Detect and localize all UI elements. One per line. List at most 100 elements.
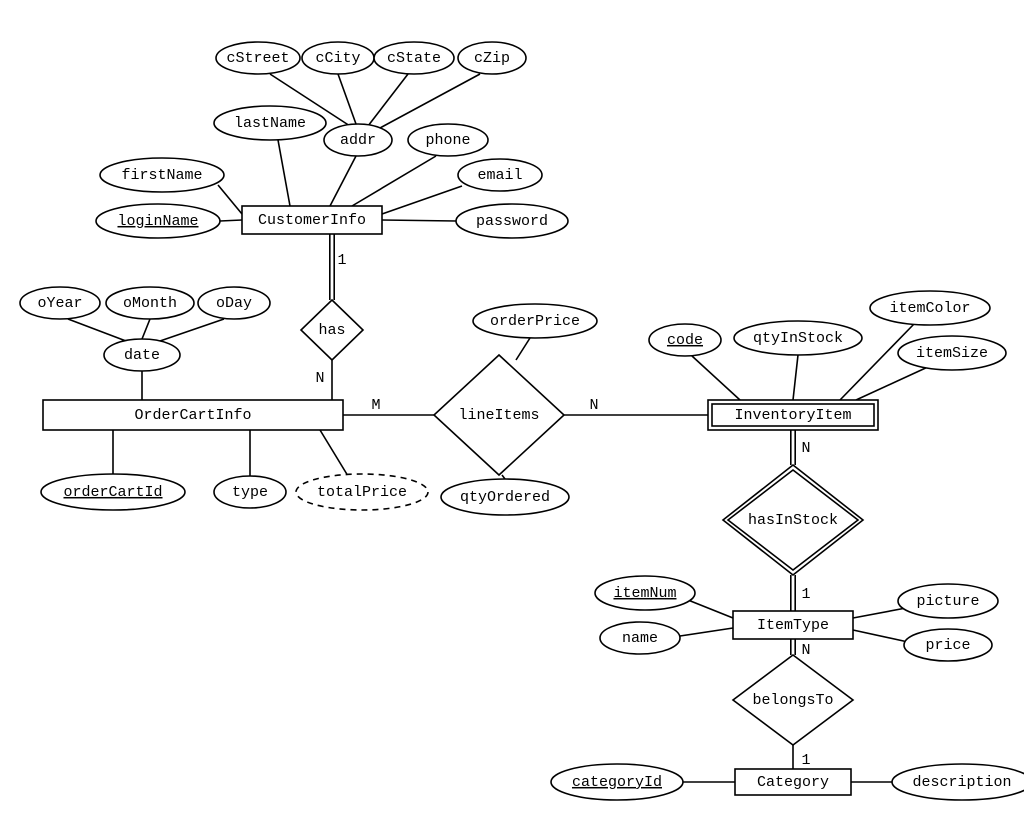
er-diagram: 1 N M N N 1 N 1 cStreet cCity cState cZip lastNamead… bbox=[0, 0, 1024, 816]
rel-label: hasInStock bbox=[748, 512, 838, 529]
edge-CustomerInfo-loginName bbox=[220, 220, 242, 221]
rel-lineItems: lineItems bbox=[434, 355, 564, 475]
attr-label: description bbox=[912, 774, 1011, 791]
attr-label: cStreet bbox=[226, 50, 289, 67]
edge-lineItems-orderPrice bbox=[516, 338, 530, 360]
attr-label: type bbox=[232, 484, 268, 501]
attr-code: code bbox=[649, 324, 721, 356]
edge-CustomerInfo-addr bbox=[330, 156, 356, 206]
attr-label: date bbox=[124, 347, 160, 364]
entity-Category: Category bbox=[735, 769, 851, 795]
attr-label: categoryId bbox=[572, 774, 662, 791]
attr-orderCartId: orderCartId bbox=[41, 474, 185, 510]
edge-OrderCartInfo-totalPrice bbox=[320, 430, 348, 476]
attr-label: orderPrice bbox=[490, 313, 580, 330]
cardinality-label: N bbox=[589, 397, 598, 414]
cardinality-label: N bbox=[801, 642, 810, 659]
attr-label: orderCartId bbox=[63, 484, 162, 501]
attr-email: email bbox=[458, 159, 542, 191]
attr-itemSize: itemSize bbox=[898, 336, 1006, 370]
entity-label: InventoryItem bbox=[734, 407, 851, 424]
edge-InventoryItem-code bbox=[692, 356, 740, 400]
attr-label: qtyInStock bbox=[753, 330, 843, 347]
attr-loginName: loginName bbox=[96, 204, 220, 238]
attr-label: itemSize bbox=[916, 345, 988, 362]
edge-belongsTo-Category: 1 bbox=[793, 745, 811, 769]
edge-CustomerInfo-has: 1 bbox=[330, 234, 347, 300]
entity-InventoryItem: InventoryItem bbox=[708, 400, 878, 430]
attr-password: password bbox=[456, 204, 568, 238]
edge-hasInStock-ItemType: 1 bbox=[791, 575, 811, 611]
attr-label: oYear bbox=[37, 295, 82, 312]
attr-qtyOrdered: qtyOrdered bbox=[441, 479, 569, 515]
edge-date-oYear bbox=[68, 319, 126, 341]
attr-label: itemNum bbox=[613, 585, 676, 602]
rel-hasInStock: hasInStock bbox=[723, 465, 863, 575]
attr-oYear: oYear bbox=[20, 287, 100, 319]
edge-addr-cZip bbox=[380, 74, 480, 128]
attr-type: type bbox=[214, 476, 286, 508]
entity-label: Category bbox=[757, 774, 829, 791]
attr-label: totalPrice bbox=[317, 484, 407, 501]
edge-ItemType-name bbox=[680, 628, 733, 636]
entity-label: CustomerInfo bbox=[258, 212, 366, 229]
attr-cZip: cZip bbox=[458, 42, 526, 74]
attr-label: password bbox=[476, 213, 548, 230]
edge-ItemType-picture bbox=[853, 608, 906, 618]
edge-OrderCartInfo-lineItems: M bbox=[343, 397, 434, 415]
entity-OrderCartInfo: OrderCartInfo bbox=[43, 400, 343, 430]
attr-phone: phone bbox=[408, 124, 488, 156]
attr-label: firstName bbox=[121, 167, 202, 184]
rel-label: belongsTo bbox=[752, 692, 833, 709]
attr-categoryId: categoryId bbox=[551, 764, 683, 800]
attr-oDay: oDay bbox=[198, 287, 270, 319]
cardinality-label: 1 bbox=[337, 252, 346, 269]
cardinality-label: N bbox=[315, 370, 324, 387]
rel-belongsTo: belongsTo bbox=[733, 655, 853, 745]
attr-lastName: lastName bbox=[214, 106, 326, 140]
edge-addr-cState bbox=[368, 74, 408, 126]
entity-CustomerInfo: CustomerInfo bbox=[242, 206, 382, 234]
attr-label: oDay bbox=[216, 295, 252, 312]
edge-CustomerInfo-email bbox=[382, 186, 462, 214]
attr-itemColor: itemColor bbox=[870, 291, 990, 325]
edge-CustomerInfo-password bbox=[382, 220, 456, 221]
edge-InventoryItem-hasInStock: N bbox=[791, 430, 811, 465]
attr-label: phone bbox=[425, 132, 470, 149]
edge-CustomerInfo-firstName bbox=[218, 185, 242, 214]
attr-label: loginName bbox=[117, 213, 198, 230]
edge-date-oDay bbox=[160, 319, 224, 341]
attr-addr: addr bbox=[324, 124, 392, 156]
attr-cState: cState bbox=[374, 42, 454, 74]
attr-qtyInStock: qtyInStock bbox=[734, 321, 862, 355]
attr-name: name bbox=[600, 622, 680, 654]
attr-oMonth: oMonth bbox=[106, 287, 194, 319]
attr-label: code bbox=[667, 332, 703, 349]
attr-picture: picture bbox=[898, 584, 998, 618]
entity-ItemType: ItemType bbox=[733, 611, 853, 639]
attr-label: name bbox=[622, 630, 658, 647]
cardinality-label: N bbox=[801, 440, 810, 457]
attr-cCity: cCity bbox=[302, 42, 374, 74]
edge-ItemType-price bbox=[853, 630, 908, 642]
edge-lineItems-InventoryItem: N bbox=[564, 397, 708, 415]
attr-cStreet: cStreet bbox=[216, 42, 300, 74]
cardinality-label: 1 bbox=[801, 586, 810, 603]
attr-label: email bbox=[477, 167, 522, 184]
attr-label: itemColor bbox=[889, 300, 970, 317]
attr-firstName: firstName bbox=[100, 158, 224, 192]
attr-label: price bbox=[925, 637, 970, 654]
attr-orderPrice: orderPrice bbox=[473, 304, 597, 338]
attr-label: cCity bbox=[315, 50, 360, 67]
attr-label: cZip bbox=[474, 50, 510, 67]
rel-label: has bbox=[318, 322, 345, 339]
edge-date-oMonth bbox=[142, 319, 150, 339]
entity-label: ItemType bbox=[757, 617, 829, 634]
rel-label: lineItems bbox=[458, 407, 539, 424]
attr-itemNum: itemNum bbox=[595, 576, 695, 610]
edge-InventoryItem-qtyInStock bbox=[793, 355, 798, 400]
edge-CustomerInfo-lastName bbox=[278, 140, 290, 206]
attr-description: description bbox=[892, 764, 1024, 800]
attr-totalPrice: totalPrice bbox=[296, 474, 428, 510]
cardinality-label: M bbox=[371, 397, 380, 414]
